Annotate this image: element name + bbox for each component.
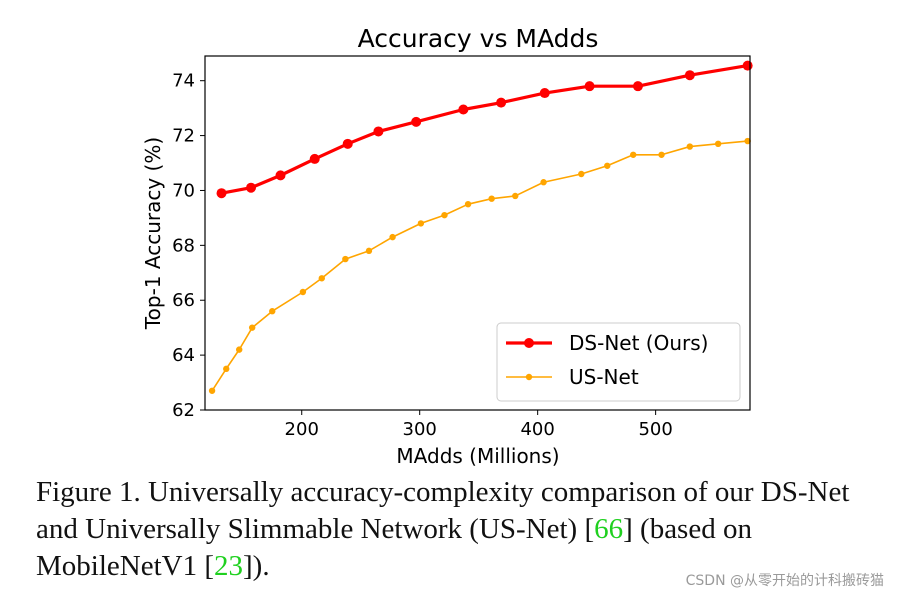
legend-marker-ds-net (524, 338, 534, 348)
legend-label-ds-net: DS-Net (Ours) (569, 331, 708, 355)
y-tick-label: 70 (172, 180, 195, 201)
data-point-us-net (714, 140, 722, 148)
chart-title: Accuracy vs MAdds (358, 24, 599, 53)
data-point-us-net (512, 192, 519, 200)
data-point-us-net (318, 275, 325, 282)
caption-text-end: ]). (243, 550, 270, 582)
legend: DS-Net (Ours) US-Net (496, 322, 741, 402)
legend-box (496, 322, 741, 402)
x-tick-label: 500 (638, 419, 672, 440)
caption-text-middle: ] (based on MobileNetV1 [ (36, 513, 752, 582)
series-line-ds-net (221, 64, 748, 195)
data-point-us-net (223, 365, 230, 373)
figure-caption: Figure 1. Universally accuracy-complexit… (36, 474, 876, 585)
data-point-us-net (658, 151, 665, 158)
data-point-ds-net (275, 170, 286, 181)
data-point-ds-net (684, 70, 695, 81)
y-tick-label: 66 (172, 290, 195, 311)
data-point-ds-net (246, 182, 257, 193)
data-point-us-net (578, 170, 585, 178)
y-axis-label: Top-1 Accuracy (%) (141, 137, 165, 330)
data-point-us-net (299, 288, 307, 296)
data-point-us-net (464, 200, 472, 208)
y-tick-label: 68 (172, 235, 195, 256)
citation-link-23[interactable]: 23 (214, 550, 243, 582)
data-point-us-net (389, 233, 396, 241)
x-tick-label: 400 (520, 419, 554, 440)
x-tick-label: 300 (403, 419, 437, 440)
data-point-us-net (248, 324, 256, 331)
data-point-us-net (269, 308, 276, 315)
legend-marker-us-net (525, 373, 533, 381)
data-point-us-net (540, 179, 547, 186)
data-point-us-net (365, 247, 373, 255)
data-point-ds-net (584, 81, 595, 92)
watermark: CSDN @从零开始的计科搬砖猫 (685, 573, 884, 589)
data-point-us-net (236, 346, 243, 353)
plot-frame (204, 55, 751, 411)
data-point-us-net (417, 220, 425, 227)
caption-text-start: Figure 1. Universally accuracy-complexit… (36, 476, 850, 545)
y-tick-label: 62 (172, 400, 195, 421)
data-point-ds-net (411, 116, 422, 127)
data-point-ds-net (309, 153, 320, 164)
accuracy-chart: Accuracy vs MAdds 200 300 400 500 62 64 66 68 70… (141, 24, 753, 468)
data-point-us-net (441, 211, 448, 219)
data-point-ds-net (539, 88, 550, 99)
data-point-us-net (744, 137, 751, 145)
data-point-ds-net (496, 97, 507, 108)
data-point-ds-net (632, 81, 643, 92)
y-tick-label: 64 (172, 345, 195, 366)
data-point-ds-net (742, 60, 753, 71)
data-point-us-net (630, 151, 637, 158)
y-tick-label: 74 (172, 71, 195, 92)
data-point-us-net (488, 195, 495, 202)
data-point-ds-net (216, 188, 227, 199)
x-tick-label: 200 (285, 419, 319, 440)
data-point-us-net (342, 255, 349, 263)
data-point-us-net (208, 387, 216, 394)
data-point-us-net (686, 143, 694, 150)
data-point-ds-net (342, 138, 353, 149)
data-point-ds-net (458, 104, 469, 115)
citation-link-66[interactable]: 66 (594, 513, 624, 545)
data-point-ds-net (373, 126, 384, 137)
y-tick-label: 72 (172, 126, 195, 147)
data-point-us-net (604, 162, 611, 169)
legend-label-us-net: US-Net (569, 365, 639, 389)
x-axis-label: MAdds (Millions) (396, 444, 559, 468)
